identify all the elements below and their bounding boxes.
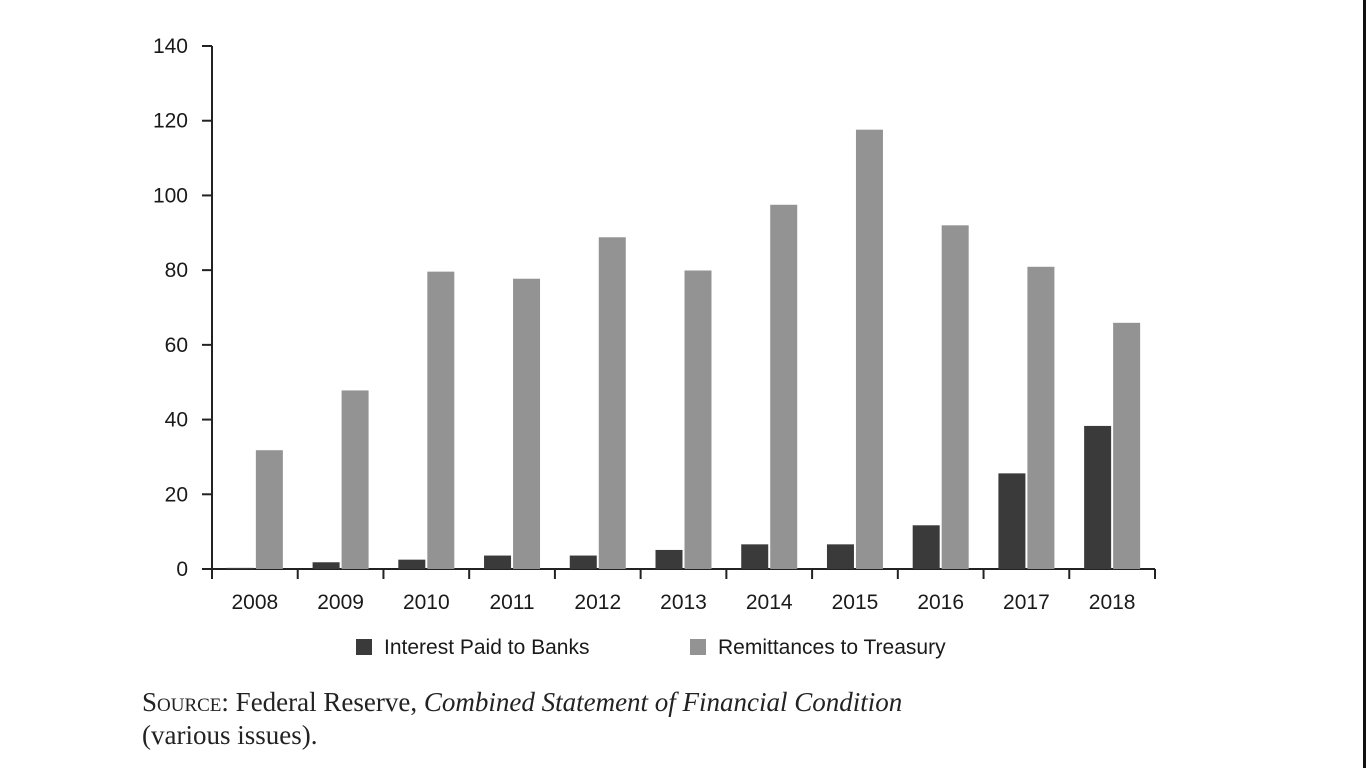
y-tick-label: 140 bbox=[153, 35, 188, 58]
y-tick-label: 0 bbox=[176, 558, 188, 581]
x-tick-label: 2012 bbox=[574, 591, 621, 614]
bars bbox=[226, 129, 1141, 570]
bar-interest-paid-to-banks bbox=[1084, 425, 1112, 569]
y-tick-label: 120 bbox=[153, 110, 188, 133]
y-tick-label: 40 bbox=[165, 409, 188, 432]
x-axis: 2008 2009 2010 2011 2012 2013 2014 2015 2016 2017… bbox=[202, 568, 1156, 614]
y-tick-label: 60 bbox=[165, 334, 188, 357]
legend: Interest Paid to Banks Remittances to Tre… bbox=[356, 636, 946, 659]
bar-remittances-to-treasury bbox=[255, 450, 283, 569]
bar-interest-paid-to-banks bbox=[484, 555, 512, 569]
x-tick-label: 2011 bbox=[489, 591, 534, 614]
x-tick-label: 2016 bbox=[917, 591, 964, 614]
x-tick-label: 2013 bbox=[660, 591, 707, 614]
x-tick-label: 2017 bbox=[1003, 591, 1050, 614]
x-tick-label: 2008 bbox=[232, 591, 279, 614]
bar-remittances-to-treasury bbox=[341, 390, 369, 569]
x-tick-label: 2018 bbox=[1089, 591, 1136, 614]
y-tick-label: 80 bbox=[165, 259, 188, 282]
x-tick-label: 2015 bbox=[832, 591, 879, 614]
bar-interest-paid-to-banks bbox=[312, 562, 340, 569]
bar-interest-paid-to-banks bbox=[655, 549, 683, 569]
legend-swatch bbox=[356, 639, 372, 655]
bar-remittances-to-treasury bbox=[513, 278, 541, 569]
bar-interest-paid-to-banks bbox=[398, 559, 426, 569]
bar-interest-paid-to-banks bbox=[569, 555, 597, 569]
bar-remittances-to-treasury bbox=[427, 271, 455, 569]
bar-interest-paid-to-banks bbox=[826, 544, 854, 569]
source-prefix: Source bbox=[142, 687, 222, 717]
legend-label: Remittances to Treasury bbox=[718, 636, 946, 659]
y-tick-label: 100 bbox=[153, 184, 188, 207]
y-axis: 0 20 40 60 80 100 120 140 bbox=[153, 35, 213, 581]
bar-remittances-to-treasury bbox=[941, 225, 969, 570]
bar-remittances-to-treasury bbox=[1027, 266, 1055, 569]
x-tick-label: 2009 bbox=[317, 591, 364, 614]
source-text: : Federal Reserve, bbox=[221, 687, 424, 717]
x-tick-label: 2010 bbox=[403, 591, 450, 614]
source-note: Source: Federal Reserve, Combined Statem… bbox=[142, 686, 1242, 752]
bar-remittances-to-treasury bbox=[770, 204, 798, 569]
legend-label: Interest Paid to Banks bbox=[384, 636, 589, 659]
bar-interest-paid-to-banks bbox=[741, 544, 769, 569]
bar-remittances-to-treasury bbox=[855, 129, 883, 569]
source-suffix: (various issues). bbox=[142, 720, 318, 750]
bar-remittances-to-treasury bbox=[684, 270, 712, 569]
legend-swatch bbox=[690, 639, 706, 655]
bar-remittances-to-treasury bbox=[598, 237, 626, 570]
bar-remittances-to-treasury bbox=[1113, 322, 1141, 569]
bar-interest-paid-to-banks bbox=[912, 525, 940, 569]
right-edge-border bbox=[1363, 0, 1366, 768]
source-title: Combined Statement of Financial Conditio… bbox=[423, 687, 903, 717]
bar-interest-paid-to-banks bbox=[226, 567, 254, 569]
bar-interest-paid-to-banks bbox=[998, 473, 1026, 569]
y-tick-label: 20 bbox=[165, 483, 188, 506]
x-tick-label: 2014 bbox=[746, 591, 793, 614]
